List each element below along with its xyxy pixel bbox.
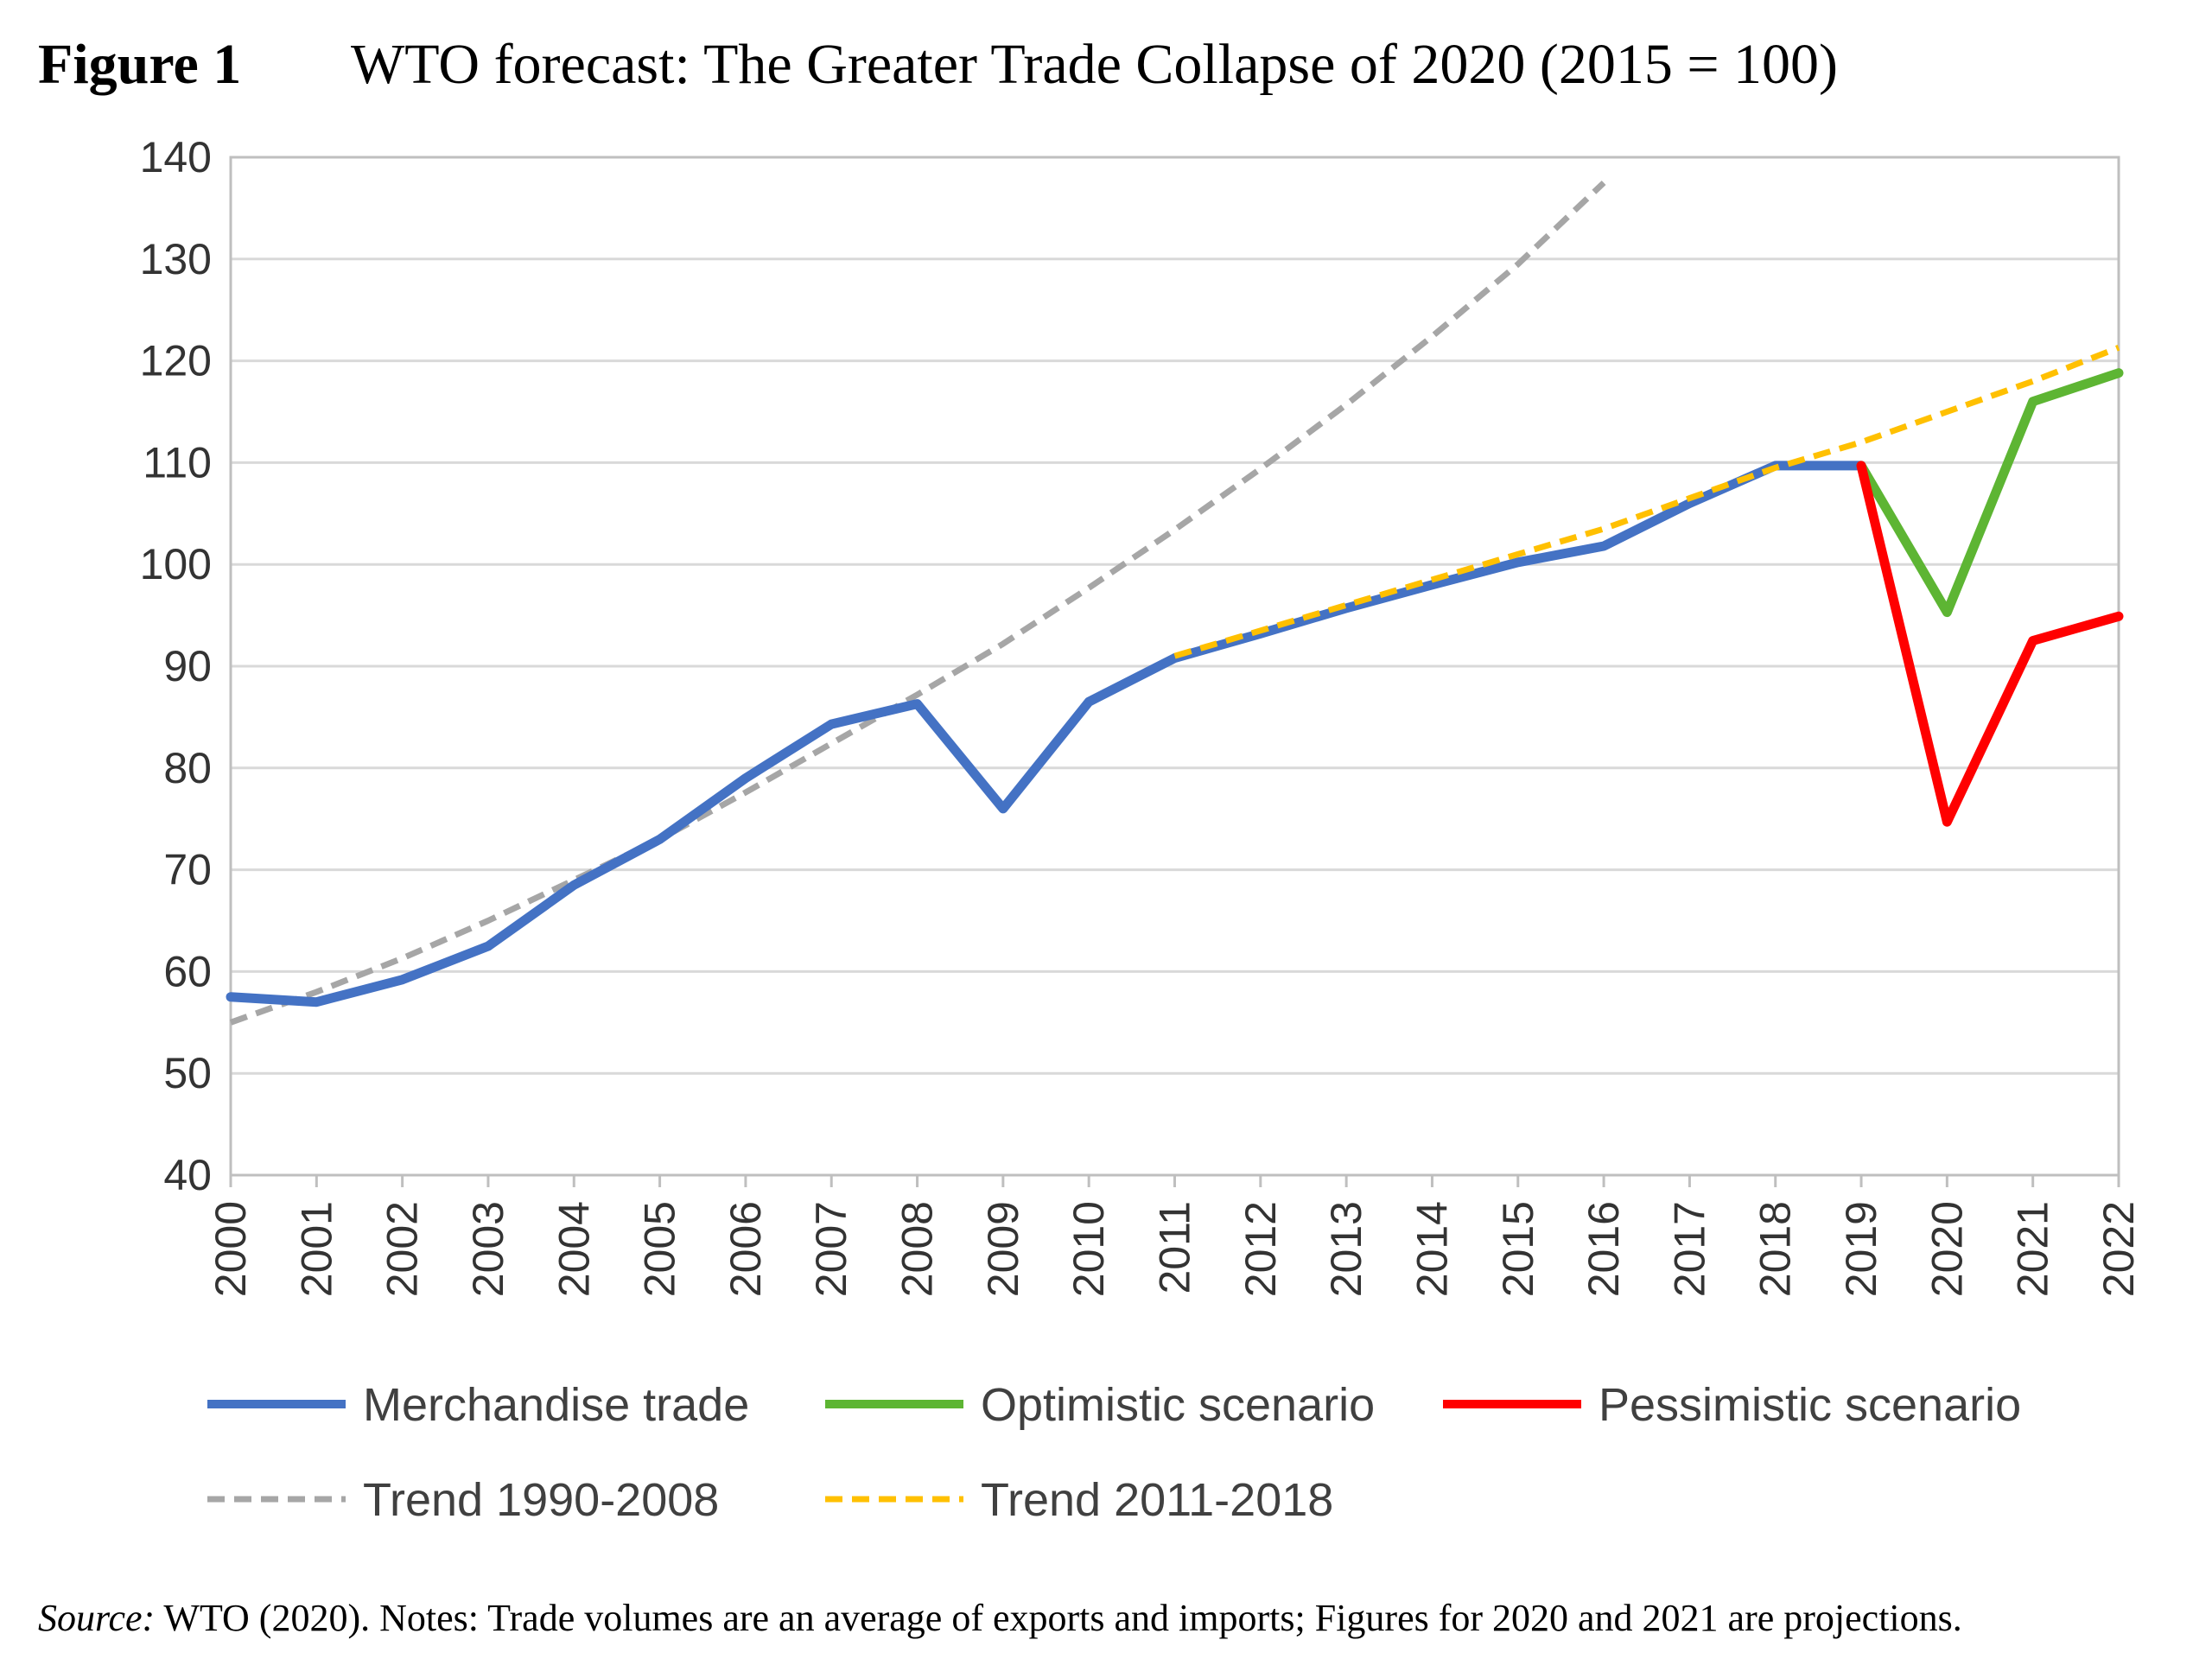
series-trend-2011-2018 — [1173, 345, 2120, 659]
legend-label: Optimistic scenario — [981, 1379, 1375, 1431]
legend-label: Merchandise trade — [363, 1379, 749, 1431]
series-layer — [226, 180, 2124, 1026]
x-tick-label: 2006 — [721, 1201, 770, 1297]
grid-lines — [231, 156, 2119, 1177]
x-tick-label: 2000 — [207, 1201, 255, 1297]
x-tick-label: 2007 — [807, 1201, 855, 1297]
x-tick-label: 2003 — [464, 1201, 512, 1297]
series-trend-1990-2008 — [229, 180, 1606, 1026]
y-tick-label: 90 — [163, 642, 212, 690]
x-tick-label: 2014 — [1408, 1201, 1456, 1297]
series-pessimistic-scenario — [1856, 461, 2124, 827]
y-tick-label: 130 — [140, 235, 212, 283]
y-tick-label: 50 — [163, 1049, 212, 1097]
legend-label: Pessimistic scenario — [1599, 1379, 2021, 1431]
x-tick-label: 2013 — [1322, 1201, 1370, 1297]
source-text: WTO (2020). Notes: Trade volumes are an … — [155, 1597, 1962, 1639]
x-tick-label: 2018 — [1751, 1201, 1800, 1297]
x-tick-label: 2017 — [1665, 1201, 1713, 1297]
x-tick-label: 2008 — [893, 1201, 942, 1297]
line-chart: 40 50 60 70 80 90 100 110 120 130 140 2000 2001 2002… — [140, 133, 2143, 1526]
x-tick-label: 2020 — [1923, 1201, 1971, 1297]
x-tick-label: 2009 — [979, 1201, 1027, 1297]
y-tick-label: 140 — [140, 133, 212, 181]
source-note: Source: WTO (2020). Notes: Trade volumes… — [38, 1594, 1962, 1643]
x-tick-label: 2005 — [636, 1201, 684, 1297]
x-tick-label: 2010 — [1065, 1201, 1113, 1297]
y-axis: 40 50 60 70 80 90 100 110 120 130 140 — [140, 133, 212, 1199]
x-tick-label: 2015 — [1494, 1201, 1542, 1297]
x-axis: 2000 2001 2002 2003 2004 2005 2006 2007 2008 2009… — [207, 1175, 2143, 1297]
y-tick-label: 40 — [163, 1151, 212, 1199]
y-tick-label: 70 — [163, 846, 212, 894]
x-tick-label: 2002 — [378, 1201, 427, 1297]
chart-title: WTO forecast: The Greater Trade Collapse… — [351, 33, 1839, 96]
x-tick-label: 2004 — [550, 1201, 598, 1297]
x-tick-label: 2016 — [1580, 1201, 1628, 1297]
y-tick-label: 80 — [163, 744, 212, 792]
y-tick-label: 110 — [143, 438, 212, 486]
figure-label: Figure 1 — [38, 33, 242, 96]
series-optimistic-scenario — [1856, 368, 2124, 618]
legend-label: Trend 2011-2018 — [981, 1474, 1333, 1526]
x-tick-label: 2012 — [1236, 1201, 1285, 1297]
legend: Merchandise trade Optimistic scenario Pess… — [207, 1379, 2021, 1526]
x-tick-label: 2021 — [2009, 1201, 2057, 1297]
y-tick-label: 100 — [140, 540, 212, 588]
y-tick-label: 60 — [163, 947, 212, 995]
series-merchandise-trade — [226, 461, 1866, 1007]
legend-label: Trend 1990-2008 — [363, 1474, 719, 1526]
x-tick-label: 2019 — [1837, 1201, 1885, 1297]
figure-header: Figure 1 WTO forecast: The Greater Trade … — [38, 26, 1838, 104]
source-label: Source: — [38, 1597, 156, 1639]
y-tick-label: 120 — [140, 337, 212, 385]
x-tick-label: 2011 — [1151, 1201, 1199, 1294]
x-tick-label: 2022 — [2094, 1201, 2143, 1297]
x-tick-label: 2001 — [292, 1201, 340, 1297]
